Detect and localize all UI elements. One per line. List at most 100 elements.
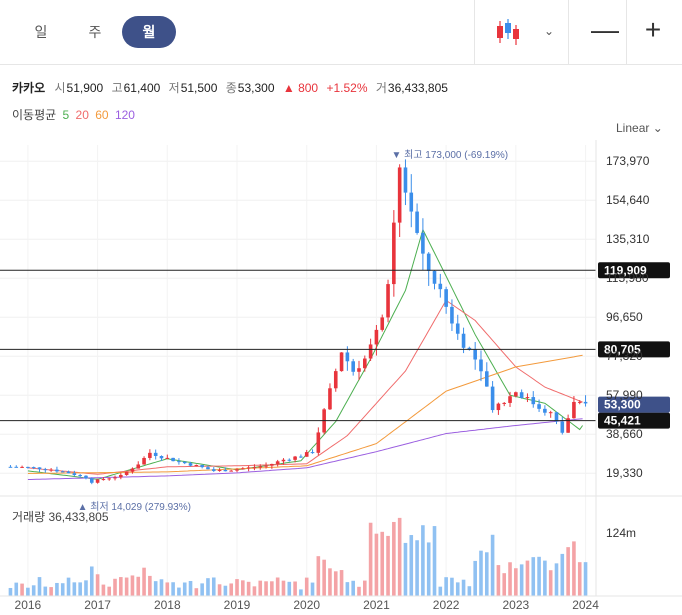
zoom-in-button[interactable]: + — [644, 14, 662, 45]
candle-body — [363, 358, 367, 369]
candle-body — [444, 289, 448, 307]
candle-body — [316, 432, 321, 453]
volume-bar — [577, 562, 582, 596]
volume-bar — [566, 547, 570, 596]
volume-bar — [14, 582, 19, 596]
volume-bar — [95, 574, 100, 596]
volume-bar — [194, 588, 199, 596]
volume-bar — [548, 570, 553, 596]
ma20-line — [27, 299, 583, 475]
volume-bar — [241, 580, 245, 596]
volume-bar — [26, 587, 30, 596]
price-level-label: 80,705 — [604, 342, 641, 356]
candle-body — [531, 397, 536, 405]
ma20-legend[interactable]: 20 — [75, 108, 89, 122]
volume-bar — [560, 553, 565, 596]
volume-bar — [345, 582, 350, 596]
y-tick-label: 173,970 — [606, 154, 650, 168]
candle-body — [502, 402, 507, 404]
volume-bar — [572, 541, 576, 596]
candle-body — [467, 347, 472, 350]
volume-bar — [363, 580, 367, 596]
candle-body — [374, 329, 379, 345]
volume-bar — [136, 576, 141, 596]
chart-toolbar: 일 주 월 ⌄ — + — [0, 0, 682, 65]
candle-body — [490, 386, 495, 411]
ma120-legend[interactable]: 120 — [114, 108, 135, 122]
volume-bar — [519, 564, 524, 596]
candle-body — [583, 401, 588, 404]
open-label: 시 — [54, 81, 66, 95]
volume-bar — [293, 581, 297, 596]
ma5-legend[interactable]: 5 — [62, 108, 70, 122]
volume-bar — [380, 531, 385, 596]
volume-bar — [316, 556, 321, 596]
price-lines: 119,909 80,705 45,421 53,300 — [0, 262, 670, 429]
candle-body — [270, 463, 274, 466]
volume-bar — [188, 580, 193, 596]
volume-bar — [514, 568, 518, 596]
candle-body — [287, 459, 292, 461]
candle-body — [403, 167, 408, 193]
tab-monthly[interactable]: 월 — [122, 16, 176, 48]
candle-body — [194, 464, 199, 466]
price-level-label: 45,421 — [604, 414, 641, 428]
candlestick-icon — [497, 19, 519, 45]
volume-bar — [386, 535, 390, 596]
candle-body — [89, 478, 94, 483]
tab-daily[interactable]: 일 — [34, 24, 48, 40]
candle-body — [72, 473, 77, 476]
volume-bar — [124, 577, 129, 596]
volume-bar — [473, 560, 477, 596]
close-label: 종 — [225, 81, 237, 95]
volume-bar — [299, 589, 303, 596]
chevron-down-icon[interactable]: ⌄ — [544, 24, 555, 38]
toolbar-divider — [568, 0, 569, 64]
candle-body — [426, 253, 431, 271]
tab-weekly[interactable]: 주 — [88, 24, 102, 40]
moving-average-legend: 이동평균 5 20 60 120 — [12, 106, 138, 123]
candle-body — [136, 464, 141, 469]
candle-body — [461, 333, 466, 348]
volume-bar — [421, 525, 425, 596]
volume-bar — [8, 587, 13, 596]
candle-body — [392, 222, 396, 285]
candle-body — [572, 401, 576, 419]
candle-body — [252, 467, 257, 469]
candle-body — [20, 466, 24, 468]
volume-bar — [508, 562, 512, 596]
volume-bar — [310, 582, 315, 596]
volume-bar — [148, 575, 152, 596]
volume-bar — [43, 586, 48, 596]
candle-body — [119, 474, 123, 478]
candle-body — [14, 466, 19, 468]
volume-bar — [479, 550, 483, 596]
volume-bar — [211, 577, 216, 596]
stock-name: 카카오 — [12, 81, 46, 95]
candle-body — [264, 465, 268, 467]
volume-bar — [246, 581, 251, 596]
candle-body — [577, 401, 582, 403]
volume-bar — [351, 580, 355, 596]
chart-style-button[interactable] — [492, 16, 564, 48]
volume-bar — [182, 582, 187, 596]
candle-body — [159, 456, 164, 459]
candle-body — [560, 421, 565, 433]
zoom-out-button[interactable]: — — [591, 14, 619, 45]
scale-selector[interactable]: Linear ⌄ — [616, 121, 663, 135]
candle-body — [223, 469, 228, 472]
volume-bar — [450, 577, 454, 596]
ma60-legend[interactable]: 60 — [95, 108, 109, 122]
candle-body — [43, 469, 48, 471]
volume-bar — [339, 570, 344, 596]
volume-label: 거 — [375, 81, 387, 95]
candle-body — [8, 466, 13, 468]
volume-bar — [229, 583, 233, 596]
ma60-line — [27, 354, 583, 474]
candle-body — [357, 368, 361, 372]
x-tick-label: 2024 — [572, 598, 599, 612]
volume-bar — [583, 562, 588, 596]
volume-bar — [206, 578, 210, 596]
candle-body — [496, 403, 501, 411]
